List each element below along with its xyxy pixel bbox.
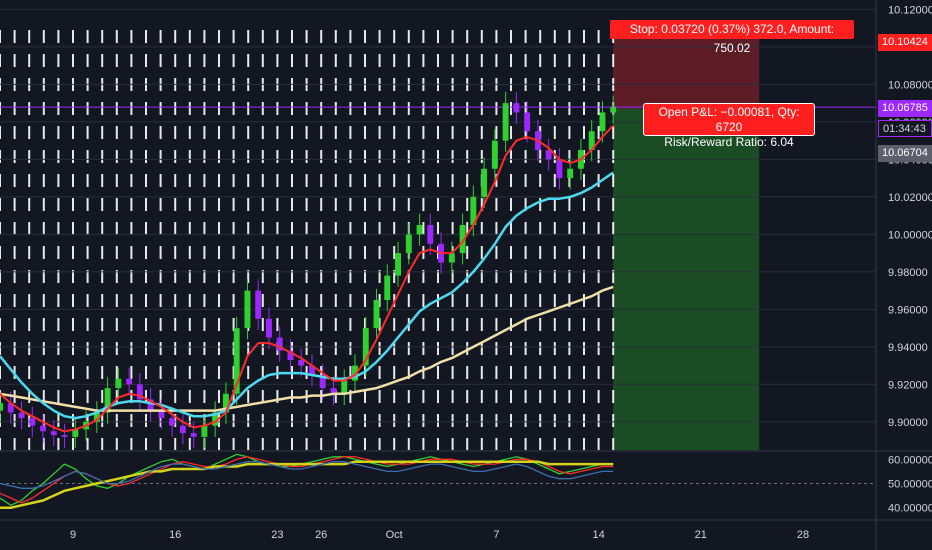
candle-body — [287, 350, 294, 360]
osc-tick-label: 60.00000 — [888, 454, 932, 466]
ema-fast-line — [0, 124, 614, 433]
candle-body — [384, 275, 391, 300]
candle-body — [330, 388, 337, 394]
candle-body — [459, 225, 466, 254]
candle-body — [362, 328, 369, 366]
candle-body — [373, 300, 380, 329]
x-tick-label: 26 — [315, 529, 327, 541]
candle-body — [7, 403, 14, 413]
y-tick-label: 9.94000 — [888, 342, 928, 354]
x-tick-label: 14 — [592, 529, 604, 541]
candle-body — [72, 429, 79, 437]
y-tick-label: 9.96000 — [888, 304, 928, 316]
last-price-tag: 10.06785 — [878, 100, 932, 117]
candle-body — [319, 375, 326, 389]
candle-body — [567, 168, 574, 179]
candle-body — [481, 168, 488, 197]
candle-body — [29, 418, 36, 426]
candle-body — [212, 412, 219, 426]
candle-body — [610, 106, 617, 113]
x-tick-label: 23 — [271, 529, 283, 541]
candle-body — [0, 403, 3, 411]
x-tick-label: 9 — [70, 529, 76, 541]
candle-body — [599, 112, 606, 132]
x-tick-label: Oct — [386, 529, 403, 541]
candle-body — [61, 435, 68, 437]
candle-body — [588, 131, 595, 150]
x-tick-label: 16 — [169, 529, 181, 541]
candle-body — [126, 378, 133, 385]
candle-body — [416, 225, 423, 235]
candle-body — [265, 318, 272, 338]
x-tick-label: 21 — [695, 529, 707, 541]
candle-body — [93, 412, 100, 422]
candle-body — [352, 365, 358, 381]
y-tick-label: 10.00000 — [888, 229, 932, 241]
candle-body — [190, 433, 197, 437]
candle-body — [341, 380, 348, 394]
ema-mid-line — [0, 171, 614, 420]
candles — [0, 91, 617, 449]
candle-body — [104, 388, 111, 413]
osc-series-line — [0, 461, 614, 489]
candle-body — [545, 150, 552, 160]
stop-zone — [613, 38, 760, 109]
moving-averages — [0, 124, 614, 433]
pnl-box: Open P&L: −0.00081, Qty: 6720 Risk/Rewar… — [643, 103, 815, 149]
candle-body — [470, 196, 477, 225]
stop-price-tag: 10.10424 — [878, 34, 932, 51]
candle-body — [50, 431, 57, 435]
candle-body — [524, 112, 531, 132]
candle-body — [233, 328, 240, 394]
candle-body — [158, 410, 165, 419]
candle-body — [169, 418, 176, 426]
pnl-line-1: Open P&L: −0.00081, Qty: 6720 — [658, 105, 800, 134]
osc-tick-label: 50.00000 — [888, 479, 932, 491]
candle-body — [513, 103, 520, 113]
x-tick-label: 28 — [797, 529, 809, 541]
candle-body — [222, 393, 229, 413]
candle-body — [395, 253, 402, 276]
candle-body — [556, 159, 563, 179]
candle-body — [179, 425, 186, 434]
candle-body — [255, 290, 262, 319]
osc-series-line — [0, 460, 614, 509]
stop-label: Stop: 0.03720 (0.37%) 372.0, Amount: 750… — [610, 20, 854, 55]
candle-body — [309, 365, 315, 375]
oscillator-pane — [0, 450, 932, 509]
candle-body — [427, 225, 434, 244]
y-tick-label: 9.98000 — [888, 267, 928, 279]
candle-body — [502, 103, 509, 141]
candle-body — [491, 140, 498, 169]
candle-body — [448, 253, 455, 263]
y-tick-label: 10.08000 — [888, 79, 932, 91]
candle-body — [115, 378, 122, 389]
position-zones — [613, 38, 760, 451]
y-tick-label: 10.12000 — [888, 4, 932, 16]
candle-body — [40, 425, 46, 432]
candle-body — [18, 412, 25, 419]
candle-body — [298, 360, 305, 366]
candle-body — [201, 425, 208, 437]
y-tick-label: 10.02000 — [888, 192, 932, 204]
candle-body — [405, 234, 412, 254]
candle-body — [276, 337, 283, 351]
dashed-grid — [0, 8, 876, 450]
countdown-tag: 01:34:43 — [878, 120, 932, 137]
candle-body — [147, 399, 154, 411]
osc-tick-label: 40.00000 — [888, 503, 932, 515]
x-tick-label: 7 — [493, 529, 499, 541]
y-tick-label: 9.92000 — [888, 379, 928, 391]
entry-price-tag: 10.06704 — [878, 145, 932, 162]
candle-body — [136, 384, 143, 400]
y-tick-label: 9.90000 — [888, 417, 928, 429]
target-zone — [613, 108, 760, 451]
candle-body — [244, 290, 251, 329]
pnl-line-2: Risk/Reward Ratio: 6.04 — [664, 135, 794, 149]
